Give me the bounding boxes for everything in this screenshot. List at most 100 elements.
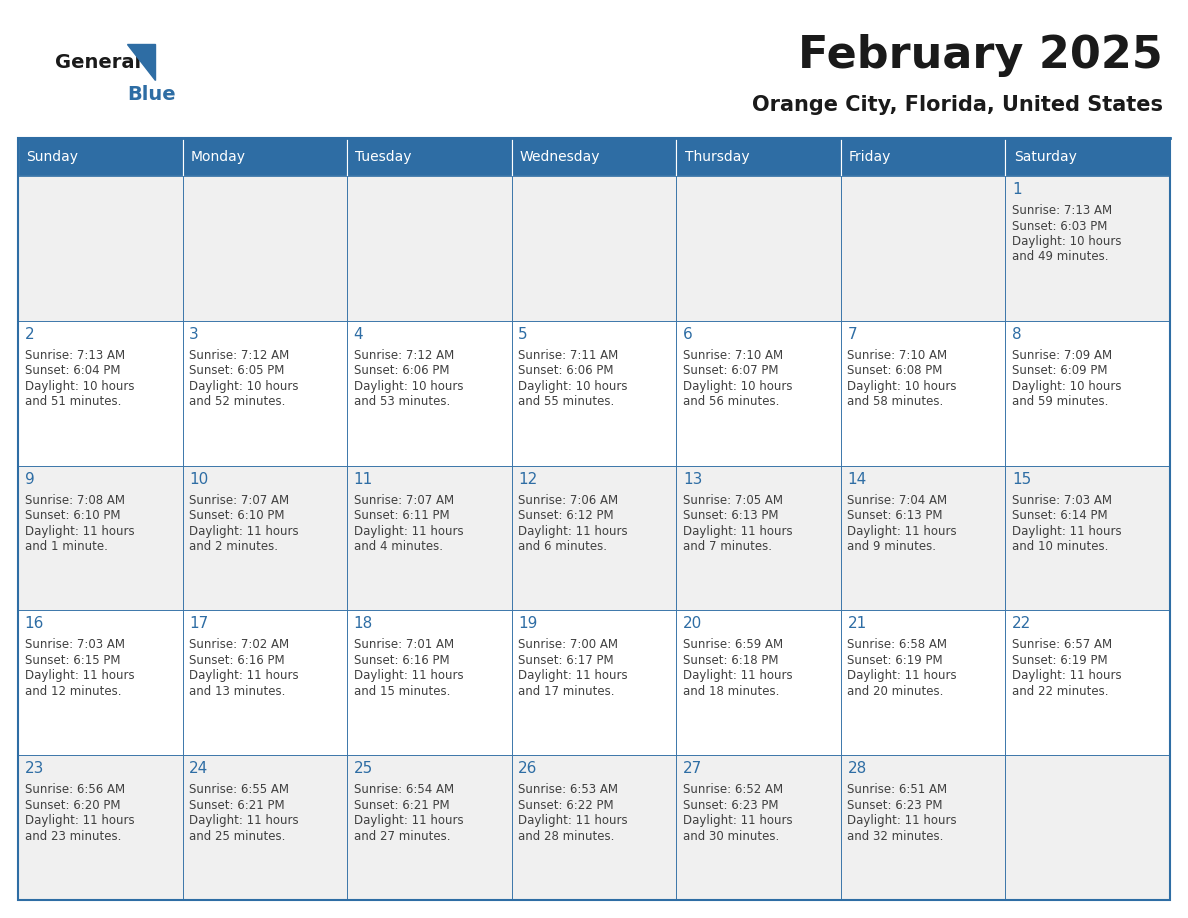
Text: 10: 10 <box>189 472 208 487</box>
Text: Daylight: 11 hours: Daylight: 11 hours <box>189 814 298 827</box>
Text: Daylight: 11 hours: Daylight: 11 hours <box>25 669 134 682</box>
Text: and 56 minutes.: and 56 minutes. <box>683 396 779 409</box>
Bar <box>1005 610 1170 756</box>
Text: Sunrise: 7:05 AM: Sunrise: 7:05 AM <box>683 494 783 507</box>
Text: Daylight: 11 hours: Daylight: 11 hours <box>354 814 463 827</box>
Text: Daylight: 11 hours: Daylight: 11 hours <box>189 524 298 538</box>
Text: and 15 minutes.: and 15 minutes. <box>354 685 450 698</box>
Text: Daylight: 10 hours: Daylight: 10 hours <box>25 380 134 393</box>
Bar <box>841 610 1005 756</box>
Text: and 22 minutes.: and 22 minutes. <box>1012 685 1108 698</box>
Text: and 1 minute.: and 1 minute. <box>25 540 107 554</box>
Text: Sunrise: 7:08 AM: Sunrise: 7:08 AM <box>25 494 125 507</box>
Text: Sunrise: 7:13 AM: Sunrise: 7:13 AM <box>25 349 125 362</box>
Text: Sunset: 6:03 PM: Sunset: 6:03 PM <box>1012 219 1107 232</box>
Text: Daylight: 10 hours: Daylight: 10 hours <box>1012 380 1121 393</box>
Text: Sunset: 6:21 PM: Sunset: 6:21 PM <box>189 799 285 812</box>
Text: Sunrise: 6:57 AM: Sunrise: 6:57 AM <box>1012 638 1112 652</box>
Text: 17: 17 <box>189 616 208 632</box>
Bar <box>512 610 676 756</box>
Bar <box>18 465 183 610</box>
Text: Sunset: 6:22 PM: Sunset: 6:22 PM <box>518 799 614 812</box>
Text: Monday: Monday <box>191 150 246 164</box>
Bar <box>676 610 841 756</box>
Text: and 17 minutes.: and 17 minutes. <box>518 685 615 698</box>
Bar <box>18 320 183 465</box>
Text: Sunrise: 6:53 AM: Sunrise: 6:53 AM <box>518 783 618 796</box>
Text: Sunset: 6:19 PM: Sunset: 6:19 PM <box>847 654 943 666</box>
Text: Saturday: Saturday <box>1013 150 1076 164</box>
Text: Sunrise: 7:06 AM: Sunrise: 7:06 AM <box>518 494 619 507</box>
Text: and 7 minutes.: and 7 minutes. <box>683 540 772 554</box>
Text: 9: 9 <box>25 472 34 487</box>
Text: and 9 minutes.: and 9 minutes. <box>847 540 936 554</box>
Text: Sunset: 6:13 PM: Sunset: 6:13 PM <box>847 509 943 522</box>
Text: Sunrise: 6:55 AM: Sunrise: 6:55 AM <box>189 783 289 796</box>
Text: Sunset: 6:18 PM: Sunset: 6:18 PM <box>683 654 778 666</box>
Text: February 2025: February 2025 <box>798 33 1163 76</box>
Text: Sunset: 6:15 PM: Sunset: 6:15 PM <box>25 654 120 666</box>
Text: Wednesday: Wednesday <box>520 150 600 164</box>
Text: and 23 minutes.: and 23 minutes. <box>25 830 121 843</box>
Text: Sunset: 6:05 PM: Sunset: 6:05 PM <box>189 364 285 377</box>
Text: and 10 minutes.: and 10 minutes. <box>1012 540 1108 554</box>
Bar <box>676 756 841 900</box>
Text: Sunset: 6:06 PM: Sunset: 6:06 PM <box>518 364 614 377</box>
Text: and 32 minutes.: and 32 minutes. <box>847 830 943 843</box>
Text: and 13 minutes.: and 13 minutes. <box>189 685 285 698</box>
Bar <box>183 320 347 465</box>
Text: 28: 28 <box>847 761 867 777</box>
Text: Daylight: 10 hours: Daylight: 10 hours <box>518 380 627 393</box>
Text: 18: 18 <box>354 616 373 632</box>
Text: and 2 minutes.: and 2 minutes. <box>189 540 278 554</box>
Text: 25: 25 <box>354 761 373 777</box>
Bar <box>347 320 512 465</box>
Text: Daylight: 11 hours: Daylight: 11 hours <box>1012 524 1121 538</box>
Text: and 27 minutes.: and 27 minutes. <box>354 830 450 843</box>
Bar <box>1005 320 1170 465</box>
Text: Daylight: 11 hours: Daylight: 11 hours <box>518 524 628 538</box>
Text: 11: 11 <box>354 472 373 487</box>
Text: Sunset: 6:16 PM: Sunset: 6:16 PM <box>189 654 285 666</box>
Text: 7: 7 <box>847 327 857 341</box>
Text: Sunrise: 6:54 AM: Sunrise: 6:54 AM <box>354 783 454 796</box>
Text: Sunrise: 7:04 AM: Sunrise: 7:04 AM <box>847 494 948 507</box>
Text: 19: 19 <box>518 616 538 632</box>
Bar <box>1005 176 1170 320</box>
Bar <box>18 756 183 900</box>
Bar <box>347 465 512 610</box>
Text: Sunrise: 7:12 AM: Sunrise: 7:12 AM <box>354 349 454 362</box>
Bar <box>347 176 512 320</box>
Text: Daylight: 11 hours: Daylight: 11 hours <box>25 814 134 827</box>
Text: Sunset: 6:10 PM: Sunset: 6:10 PM <box>25 509 120 522</box>
Text: and 52 minutes.: and 52 minutes. <box>189 396 285 409</box>
Bar <box>18 610 183 756</box>
Text: 16: 16 <box>25 616 44 632</box>
Text: Daylight: 10 hours: Daylight: 10 hours <box>683 380 792 393</box>
Text: Daylight: 11 hours: Daylight: 11 hours <box>683 524 792 538</box>
Bar <box>1005 138 1170 176</box>
Text: Sunset: 6:12 PM: Sunset: 6:12 PM <box>518 509 614 522</box>
Text: Sunrise: 6:58 AM: Sunrise: 6:58 AM <box>847 638 948 652</box>
Text: and 28 minutes.: and 28 minutes. <box>518 830 614 843</box>
Bar <box>512 138 676 176</box>
Text: Thursday: Thursday <box>684 150 750 164</box>
Text: 2: 2 <box>25 327 34 341</box>
Text: 27: 27 <box>683 761 702 777</box>
Text: Sunset: 6:04 PM: Sunset: 6:04 PM <box>25 364 120 377</box>
Polygon shape <box>127 44 154 80</box>
Text: Sunrise: 7:10 AM: Sunrise: 7:10 AM <box>847 349 948 362</box>
Text: Daylight: 11 hours: Daylight: 11 hours <box>847 669 958 682</box>
Text: Sunset: 6:08 PM: Sunset: 6:08 PM <box>847 364 943 377</box>
Bar <box>676 465 841 610</box>
Bar <box>841 138 1005 176</box>
Text: Sunrise: 7:13 AM: Sunrise: 7:13 AM <box>1012 204 1112 217</box>
Bar <box>841 320 1005 465</box>
Text: Sunrise: 6:59 AM: Sunrise: 6:59 AM <box>683 638 783 652</box>
Bar <box>183 610 347 756</box>
Text: Sunset: 6:20 PM: Sunset: 6:20 PM <box>25 799 120 812</box>
Text: Sunset: 6:16 PM: Sunset: 6:16 PM <box>354 654 449 666</box>
Text: 22: 22 <box>1012 616 1031 632</box>
Text: Sunset: 6:06 PM: Sunset: 6:06 PM <box>354 364 449 377</box>
Text: Sunrise: 7:11 AM: Sunrise: 7:11 AM <box>518 349 619 362</box>
